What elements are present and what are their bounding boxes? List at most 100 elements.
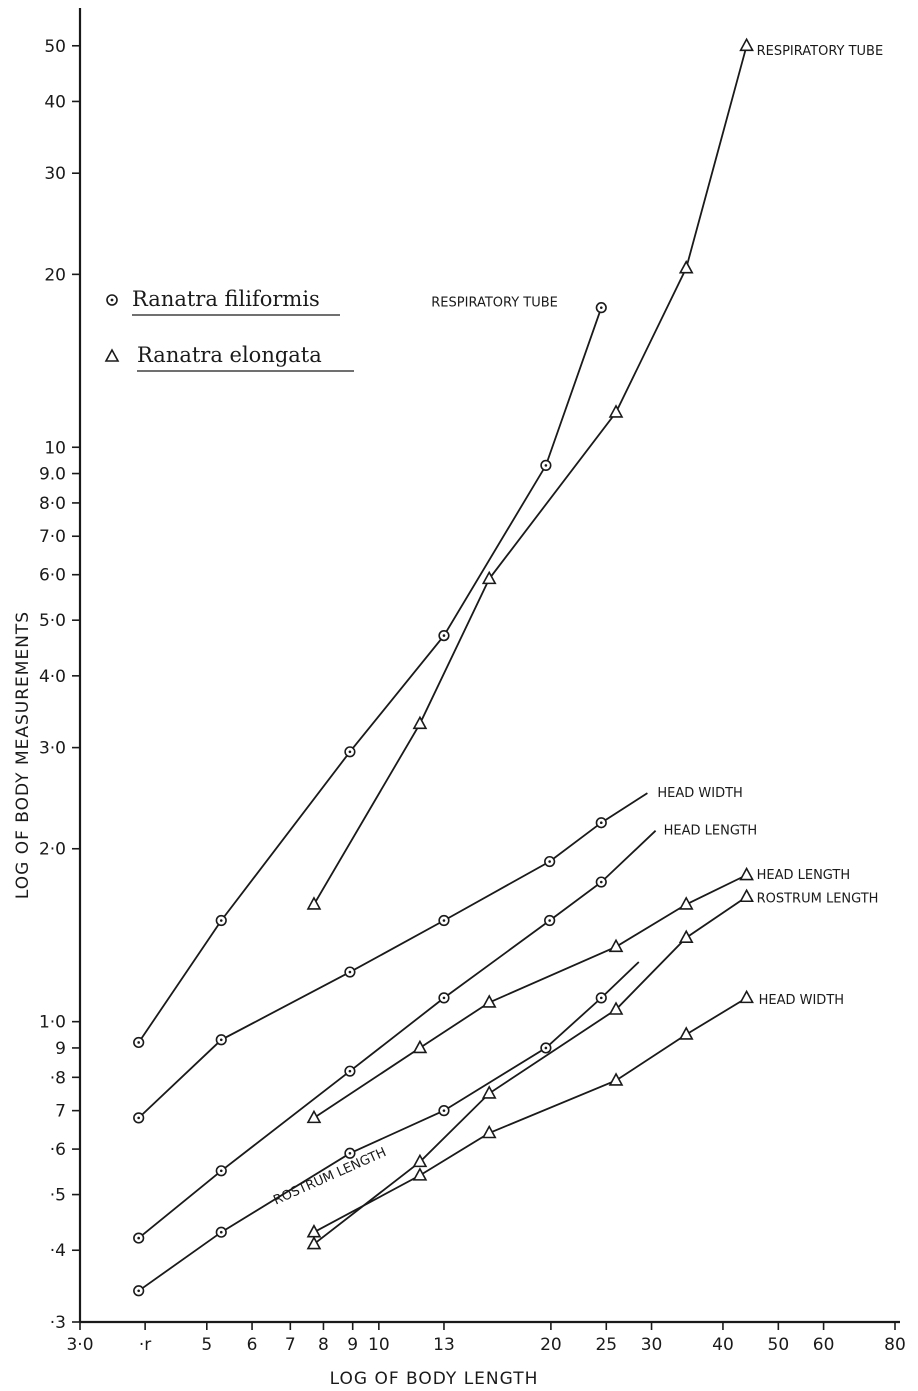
data-point-triangle [412, 1039, 428, 1054]
y-tick-label: 5·0 [39, 611, 66, 631]
data-point-triangle [481, 1124, 497, 1139]
x-tick-label: 10 [368, 1335, 390, 1355]
data-point-triangle [608, 1001, 624, 1015]
data-point-triangle [678, 896, 694, 910]
x-tick-label: ·r [139, 1335, 151, 1355]
data-point-dot [599, 821, 603, 825]
series-5: ROSTRUM LENGTH [133, 961, 640, 1297]
legend-entry-elongata: Ranatra elongata [104, 343, 354, 372]
data-point-dot [548, 919, 551, 922]
legend: Ranatra filiformis Ranatra elongata [104, 287, 354, 372]
series-label: ROSTRUM LENGTH [757, 892, 879, 907]
data-point-triangle [608, 404, 624, 418]
y-tick-label: ·3 [50, 1313, 66, 1333]
series-line [313, 874, 747, 1119]
series-6: ROSTRUM LENGTH [306, 888, 879, 1250]
x-tick-label: 20 [540, 1335, 562, 1355]
series-7: HEAD WIDTH [306, 989, 844, 1238]
data-point-dot [442, 1109, 446, 1112]
data-point-triangle [608, 1072, 624, 1086]
series-0: RESPIRATORY TUBE [133, 296, 607, 1049]
data-point-triangle [481, 570, 497, 585]
series-line [137, 307, 603, 1044]
data-point-triangle [678, 929, 694, 944]
x-tick-label: 9 [347, 1335, 358, 1355]
legend-triangle-marker [104, 348, 120, 362]
data-point-dot [348, 750, 352, 754]
data-point-triangle [306, 896, 322, 910]
x-axis-title: LOG OF BODY LENGTH [330, 1369, 539, 1389]
legend-entry-filiformis: Ranatra filiformis [106, 287, 340, 316]
y-tick-label: 1·0 [39, 1013, 66, 1033]
data-point-dot [348, 1069, 352, 1073]
series-label: HEAD WIDTH [759, 993, 844, 1008]
data-point-triangle [306, 1224, 322, 1238]
y-axis-title: LOG OF BODY MEASUREMENTS [13, 611, 33, 899]
data-point-dot [219, 919, 223, 922]
data-point-triangle [739, 888, 754, 903]
data-point-triangle [412, 1167, 428, 1181]
data-point-dot [442, 919, 446, 922]
data-point-dot [219, 1169, 223, 1173]
x-tick-label: 3·0 [66, 1335, 93, 1355]
data-point-triangle [481, 1085, 497, 1099]
series-label: RESPIRATORY TUBE [431, 296, 558, 311]
y-tick-label: 7 [55, 1102, 66, 1122]
series-3: HEAD LENGTH [133, 824, 758, 1244]
data-point-triangle [678, 1026, 694, 1040]
legend-circle-marker-dot [110, 298, 114, 302]
axis-titles: LOG OF BODY LENGTH LOG OF BODY MEASUREME… [13, 611, 539, 1389]
x-tick-label: 5 [201, 1335, 212, 1355]
y-tick-label: ·8 [50, 1068, 66, 1088]
y-tick-label: 6·0 [39, 566, 66, 586]
x-tick-label: 40 [712, 1335, 734, 1355]
data-point-triangle [412, 715, 428, 730]
x-tick-label: 7 [285, 1335, 296, 1355]
series-label: HEAD LENGTH [757, 868, 851, 883]
y-tick-label: 10 [44, 438, 66, 458]
data-point-dot [544, 1046, 548, 1050]
data-point-dot [442, 996, 446, 1000]
data-point-dot [442, 634, 446, 637]
x-tick-label: 13 [433, 1335, 455, 1355]
x-tick-label: 25 [595, 1335, 617, 1355]
data-point-dot [548, 860, 551, 863]
y-tick-label: 7·0 [39, 527, 66, 547]
y-tick-label: 3·0 [39, 739, 66, 759]
series-line [313, 45, 748, 905]
axes: 3·0 ·r 5 6 7 8 9 10 13 20 25 30 40 50 60 80·3·4·5·67·89… [39, 8, 906, 1355]
legend-label-filiformis: Ranatra filiformis [132, 287, 320, 311]
series-group: RESPIRATORY TUBE RESPIRATORY TUBE HEAD WID… [133, 37, 883, 1297]
data-point-dot [137, 1236, 140, 1240]
series-2: HEAD WIDTH [133, 786, 743, 1124]
data-point-dot [137, 1116, 140, 1120]
y-tick-label: 50 [44, 37, 66, 57]
x-tick-label: 8 [318, 1335, 329, 1355]
series-1: RESPIRATORY TUBE [306, 37, 883, 910]
series-line [138, 792, 648, 1119]
data-point-triangle [739, 866, 754, 881]
y-tick-label: ·6 [50, 1140, 66, 1160]
data-point-dot [599, 880, 603, 884]
legend-label-elongata: Ranatra elongata [137, 343, 322, 367]
x-tick-label: 80 [884, 1335, 906, 1355]
y-tick-label: 20 [44, 265, 66, 285]
data-point-dot [599, 306, 603, 309]
x-tick-label: 6 [247, 1335, 258, 1355]
x-tick-label: 30 [641, 1335, 663, 1355]
series-label: HEAD WIDTH [657, 786, 742, 801]
data-point-dot [137, 1289, 140, 1293]
data-point-dot [599, 996, 603, 1000]
data-point-dot [348, 970, 352, 974]
series-4: HEAD LENGTH [306, 866, 851, 1124]
data-point-triangle [739, 37, 754, 52]
data-point-triangle [412, 1153, 428, 1168]
series-label: HEAD LENGTH [664, 824, 758, 839]
y-tick-label: 2·0 [39, 840, 66, 860]
data-point-dot [544, 464, 548, 467]
data-point-dot [137, 1041, 140, 1044]
y-tick-label: 9 [55, 1039, 66, 1059]
data-point-dot [219, 1038, 223, 1042]
series-line [138, 961, 640, 1292]
